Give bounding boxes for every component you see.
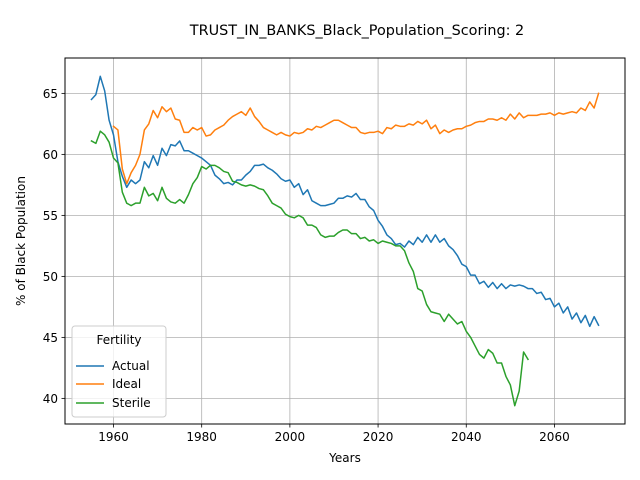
- y-tick-label: 60: [43, 148, 58, 162]
- x-tick-label: 2060: [539, 430, 570, 444]
- legend-label-actual: Actual: [112, 359, 150, 373]
- x-axis-label: Years: [328, 451, 361, 465]
- x-tick-label: 2020: [363, 430, 394, 444]
- series-lines: [90, 75, 600, 407]
- x-tick-label: 1960: [98, 430, 129, 444]
- series-line-ideal: [112, 92, 600, 185]
- series-line-sterile: [90, 130, 530, 407]
- legend-box: [71, 325, 167, 418]
- y-tick-label: 65: [43, 87, 58, 101]
- x-tick-label: 2040: [451, 430, 482, 444]
- legend: Fertility Actual Ideal Sterile: [71, 325, 167, 418]
- legend-title: Fertility: [96, 333, 141, 347]
- y-tick-label: 50: [43, 270, 58, 284]
- series-line-actual: [90, 75, 600, 328]
- chart-title: TRUST_IN_BANKS_Black_Population_Scoring:…: [189, 23, 524, 39]
- x-tick-label: 2000: [275, 430, 306, 444]
- legend-label-sterile: Sterile: [112, 396, 151, 410]
- y-tick-label: 45: [43, 331, 58, 345]
- legend-label-ideal: Ideal: [112, 377, 141, 391]
- y-tick-label: 40: [43, 392, 58, 406]
- plot-area-frame: [64, 57, 626, 425]
- x-tick-label: 1980: [186, 430, 217, 444]
- y-axis-label: % of Black Population: [14, 176, 28, 306]
- y-tick-label: 55: [43, 209, 58, 223]
- axis-ticks: 1960 1980 2000 2020 2040 2060 40 45 50 55 60 65: [43, 87, 570, 444]
